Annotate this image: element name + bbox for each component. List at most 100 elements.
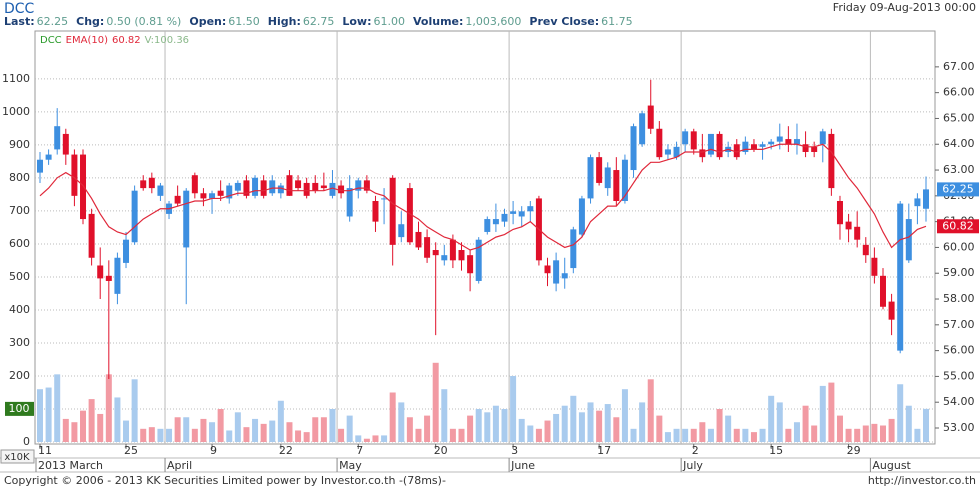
candle-body: [183, 190, 190, 248]
volume-bar: [45, 387, 52, 443]
quote-label: High:: [268, 15, 301, 28]
y-tick-label: 56.00: [943, 344, 975, 357]
x-tick-label: 2: [692, 444, 699, 457]
candle-body: [750, 144, 757, 150]
volume-bar: [114, 397, 121, 443]
quote-value: 0.50 (0.81 %): [106, 15, 181, 28]
candle-body: [682, 131, 689, 145]
volume-bar: [432, 362, 439, 443]
candle-body: [819, 131, 826, 145]
volume-bar: [888, 418, 895, 443]
volume-bar: [682, 428, 689, 443]
candle-body: [381, 198, 388, 200]
volume-bar: [260, 423, 267, 443]
volume-bar: [80, 410, 87, 443]
volume-bar: [209, 422, 216, 443]
y2-tick-label: 1000: [2, 105, 30, 118]
volume-bar: [596, 410, 603, 443]
volume-bar: [226, 430, 233, 443]
y-tick-label: 66.00: [943, 86, 975, 99]
quote-label: Prev Close:: [529, 15, 599, 28]
quote-label: Open:: [189, 15, 226, 28]
volume-bar: [449, 428, 456, 443]
ema-tag-box: [937, 219, 979, 234]
volume-bar: [510, 375, 517, 443]
volume-bar: [320, 417, 327, 443]
candle-body: [484, 219, 491, 232]
volume-bar: [923, 408, 929, 443]
volume-bar: [828, 382, 835, 443]
plot-frame: [34, 30, 936, 445]
y2-tick-label: 400: [9, 303, 30, 316]
candle-body: [424, 237, 431, 258]
x-tick-label: 11: [38, 444, 52, 457]
volume-bar: [613, 417, 620, 443]
x-tick-label: 15: [769, 444, 783, 457]
volume-bar: [501, 409, 508, 443]
candle-body: [699, 149, 706, 158]
candle-body: [131, 190, 138, 243]
month-label: April: [167, 459, 192, 472]
volume-bar: [458, 428, 465, 443]
volume-bar: [346, 415, 353, 443]
candle-body: [54, 126, 61, 150]
candle-body: [406, 188, 413, 243]
volume-bar: [389, 392, 396, 443]
month-label: May: [339, 459, 362, 472]
y2-tick-label: 1100: [2, 72, 30, 85]
x-tick-label: 3: [511, 444, 518, 457]
y2-tick-label: 200: [9, 369, 30, 382]
volume-unit: x10K: [4, 452, 30, 463]
candle-body: [553, 260, 560, 284]
candle-body: [286, 175, 293, 196]
candle-body: [742, 141, 749, 152]
candle-body: [37, 159, 43, 173]
volume-bar: [37, 389, 43, 443]
candle-body: [905, 219, 912, 261]
copyright: Copyright © 2006 - 2013 KK Securities Li…: [4, 474, 446, 487]
volume-bar: [200, 418, 207, 443]
volume-bar: [518, 418, 525, 443]
volume-bar: [54, 374, 61, 443]
quote-value: 61.50: [228, 15, 260, 28]
candle-body: [97, 265, 104, 279]
volume-bar: [707, 428, 714, 443]
x-tick-label: 25: [124, 444, 138, 457]
candle-body: [707, 133, 714, 155]
volume-bar: [148, 427, 155, 443]
volume-bar: [467, 415, 474, 443]
volume-bar: [811, 425, 818, 443]
volume-bar: [398, 402, 405, 443]
candle-body: [123, 239, 130, 263]
candle-body: [578, 198, 585, 235]
candle-body: [363, 180, 370, 191]
volume-bar: [630, 428, 637, 443]
last-price-tag: 62.25: [942, 182, 974, 195]
volume-bar: [897, 384, 904, 443]
volume-bar: [217, 409, 224, 443]
y2-tick-label: 700: [9, 204, 30, 217]
volume-bar: [243, 427, 250, 443]
volume-bar: [802, 405, 809, 443]
quote-label: Last:: [4, 15, 35, 28]
volume-bar: [578, 412, 585, 443]
quote-row: Last: 62.25 Chg: 0.50 (0.81 %) Open: 61.50 Hig…: [4, 15, 633, 28]
volume-bar: [338, 428, 345, 443]
volume-bar: [862, 425, 869, 443]
volume-bar: [845, 428, 852, 443]
candle-body: [398, 224, 405, 238]
candle-body: [234, 182, 241, 191]
volume-bar: [716, 409, 723, 443]
legend-ema: EMA(10): [66, 35, 108, 46]
candle-body: [329, 182, 336, 196]
volume-bar: [312, 417, 319, 443]
candle-body: [570, 229, 577, 269]
legend-ema-value: 60.82: [112, 35, 141, 46]
y2-tick-label: 800: [9, 171, 30, 184]
candle-body: [320, 185, 327, 189]
volume-bar: [836, 415, 843, 443]
volume-bar: [424, 415, 431, 443]
y-tick-label: 55.00: [943, 369, 975, 382]
candle-body: [613, 170, 620, 201]
